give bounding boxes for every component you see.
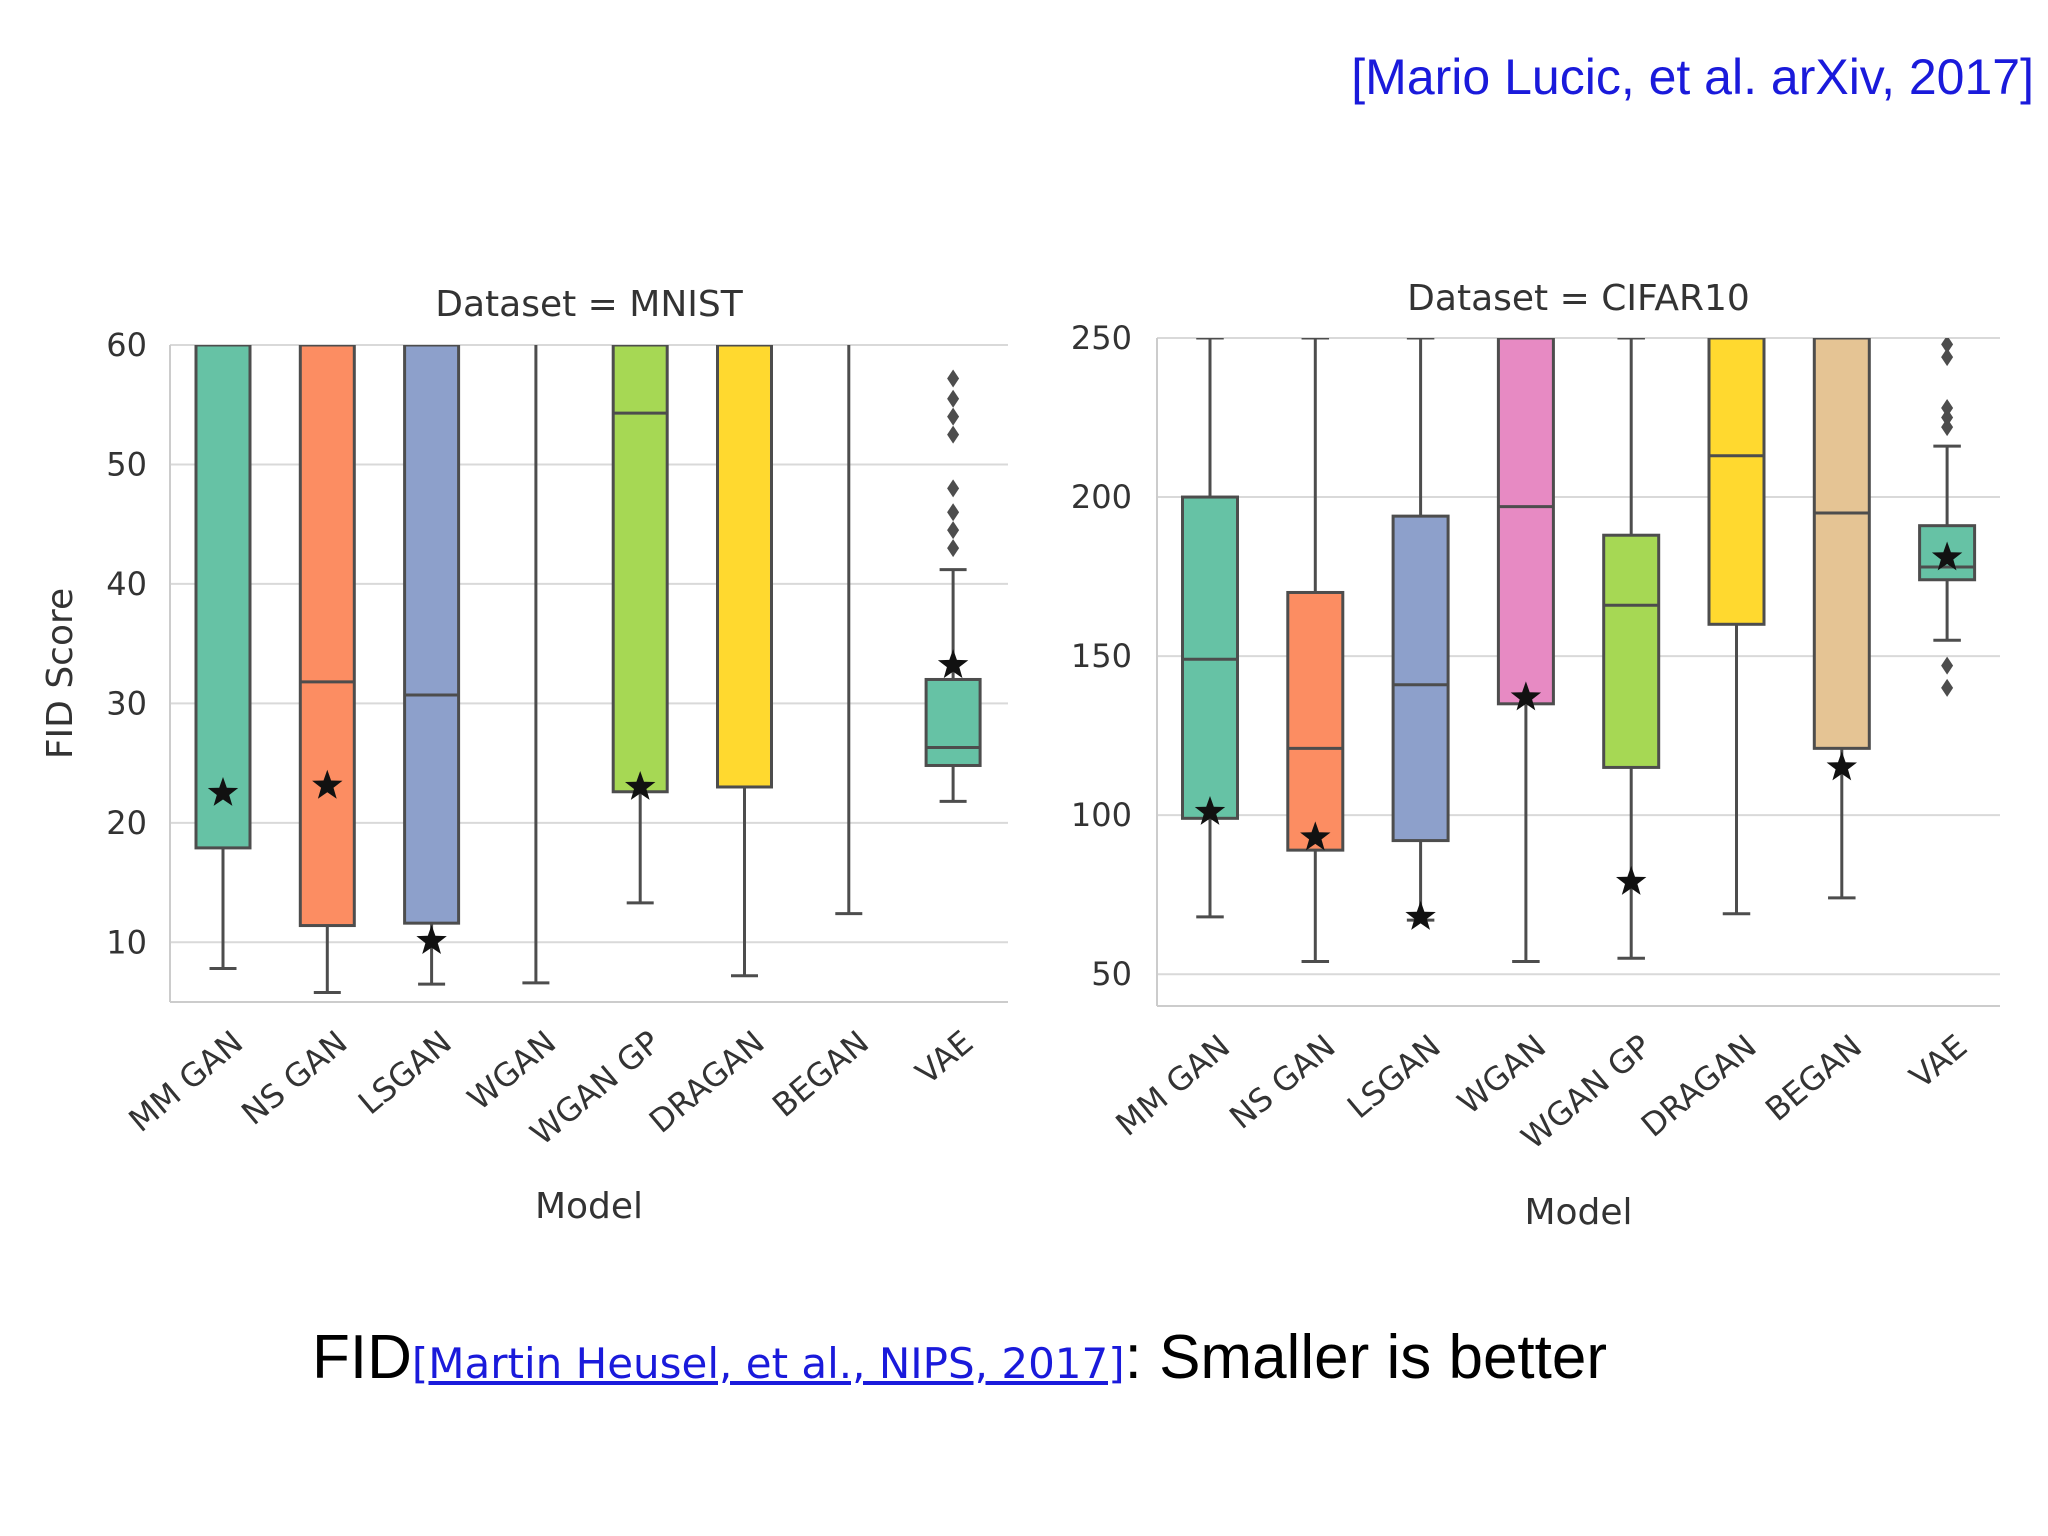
best-score-star — [625, 771, 656, 800]
box-began — [1812, 338, 1871, 900]
chart-1: 10 20 30 40 50 60 Dataset = MNIST Model FID Scor… — [40, 284, 1008, 1227]
x-tick-label: DRAGAN — [642, 1023, 772, 1141]
x-tick-label: VAE — [1902, 1027, 1974, 1096]
outlier-point — [1941, 348, 1954, 367]
x-axis-label: Model — [535, 1186, 643, 1227]
best-score-star — [937, 649, 969, 679]
x-tick-label: NS GAN — [1222, 1027, 1342, 1136]
box-began — [835, 345, 863, 916]
y-tick-label: 50 — [1091, 955, 1132, 993]
best-score-star — [1194, 796, 1226, 825]
chart-2: 50 100 150 200 250 Dataset = CIFAR10 Model MM G… — [1071, 278, 2000, 1233]
box-iqr — [403, 345, 461, 925]
x-tick-label: MM GAN — [122, 1023, 251, 1140]
y-tick-label: 250 — [1071, 319, 1132, 357]
box-iqr — [924, 677, 982, 767]
x-axis-label: Model — [1524, 1192, 1632, 1233]
box-vae — [924, 369, 982, 803]
box-wgan-gp — [611, 345, 669, 905]
y-tick-label: 20 — [106, 804, 147, 842]
best-score-star — [1405, 900, 1436, 930]
chart-title: Dataset = CIFAR10 — [1407, 278, 1750, 319]
y-tick-label: 50 — [106, 445, 147, 483]
box-iqr — [1181, 495, 1239, 820]
box-mm-gan — [194, 345, 252, 971]
box-wgan-gp — [1602, 338, 1661, 960]
outlier-point — [947, 521, 960, 540]
outlier-point — [947, 479, 960, 498]
y-tick-label: 150 — [1071, 637, 1132, 675]
caption: FID[Martin Heusel, et al., NIPS, 2017]: … — [312, 1322, 1607, 1393]
x-tick-label: LSGAN — [1340, 1027, 1448, 1126]
box-wgan — [1496, 338, 1555, 963]
box-iqr — [1286, 590, 1345, 852]
outlier-point — [1941, 338, 1954, 354]
box-iqr — [611, 345, 669, 794]
y-tick-label: 30 — [106, 684, 147, 722]
best-score-star — [1510, 681, 1542, 711]
box-iqr — [1391, 514, 1450, 843]
box-ns-gan — [298, 345, 356, 994]
x-tick-label: MM GAN — [1109, 1027, 1238, 1144]
box-iqr — [1812, 338, 1871, 750]
x-tick-label: NS GAN — [234, 1023, 354, 1132]
box-wgan — [522, 345, 550, 985]
best-score-star — [1826, 751, 1857, 781]
box-iqr — [716, 345, 773, 789]
best-score-star — [416, 925, 447, 954]
box-dragan — [716, 345, 773, 978]
box-lsgan — [1391, 338, 1450, 930]
caption-prefix: FID — [312, 1323, 412, 1392]
box-lsgan — [403, 345, 461, 986]
best-score-star — [207, 777, 239, 806]
plot-area — [194, 345, 982, 994]
box-iqr — [194, 345, 252, 850]
outlier-point — [1941, 656, 1954, 675]
caption-reference-link[interactable]: [Martin Heusel, et al., NIPS, 2017] — [411, 1339, 1125, 1388]
x-tick-label: BEGAN — [1758, 1027, 1869, 1129]
outlier-point — [1941, 418, 1954, 437]
plot-area — [1181, 338, 1977, 963]
outlier-point — [947, 503, 960, 522]
box-iqr — [1602, 533, 1661, 769]
box-mm-gan — [1181, 338, 1239, 919]
best-score-star — [1616, 865, 1647, 895]
outlier-point — [1941, 398, 1954, 417]
caption-suffix: : Smaller is better — [1124, 1323, 1608, 1392]
x-tick-label: LSGAN — [351, 1023, 459, 1122]
outlier-point — [947, 407, 960, 426]
x-tick-label: VAE — [908, 1023, 980, 1092]
outlier-point — [947, 389, 960, 408]
outlier-point — [947, 369, 960, 388]
y-axis-label: FID Score — [40, 588, 81, 759]
best-score-star — [1931, 541, 1963, 571]
outlier-point — [947, 425, 960, 444]
outlier-point — [1941, 408, 1954, 427]
box-vae — [1918, 338, 1977, 697]
x-tick-label: DRAGAN — [1634, 1027, 1764, 1145]
y-tick-label: 100 — [1071, 796, 1132, 834]
best-score-star — [312, 769, 343, 799]
x-tick-label: BEGAN — [765, 1023, 876, 1125]
box-iqr — [1496, 338, 1555, 706]
box-iqr — [298, 345, 356, 928]
outlier-point — [1941, 678, 1954, 697]
best-score-star — [1300, 821, 1331, 851]
y-tick-label: 200 — [1071, 478, 1132, 516]
y-tick-label: 10 — [106, 923, 147, 961]
outlier-point — [947, 539, 960, 558]
box-iqr — [1707, 338, 1766, 626]
citation: [Mario Lucic, et al. arXiv, 2017] — [1351, 49, 2034, 105]
box-ns-gan — [1286, 338, 1345, 963]
chart-title: Dataset = MNIST — [435, 284, 743, 325]
y-tick-label: 60 — [106, 326, 147, 364]
box-dragan — [1707, 338, 1766, 916]
y-tick-label: 40 — [106, 565, 147, 603]
